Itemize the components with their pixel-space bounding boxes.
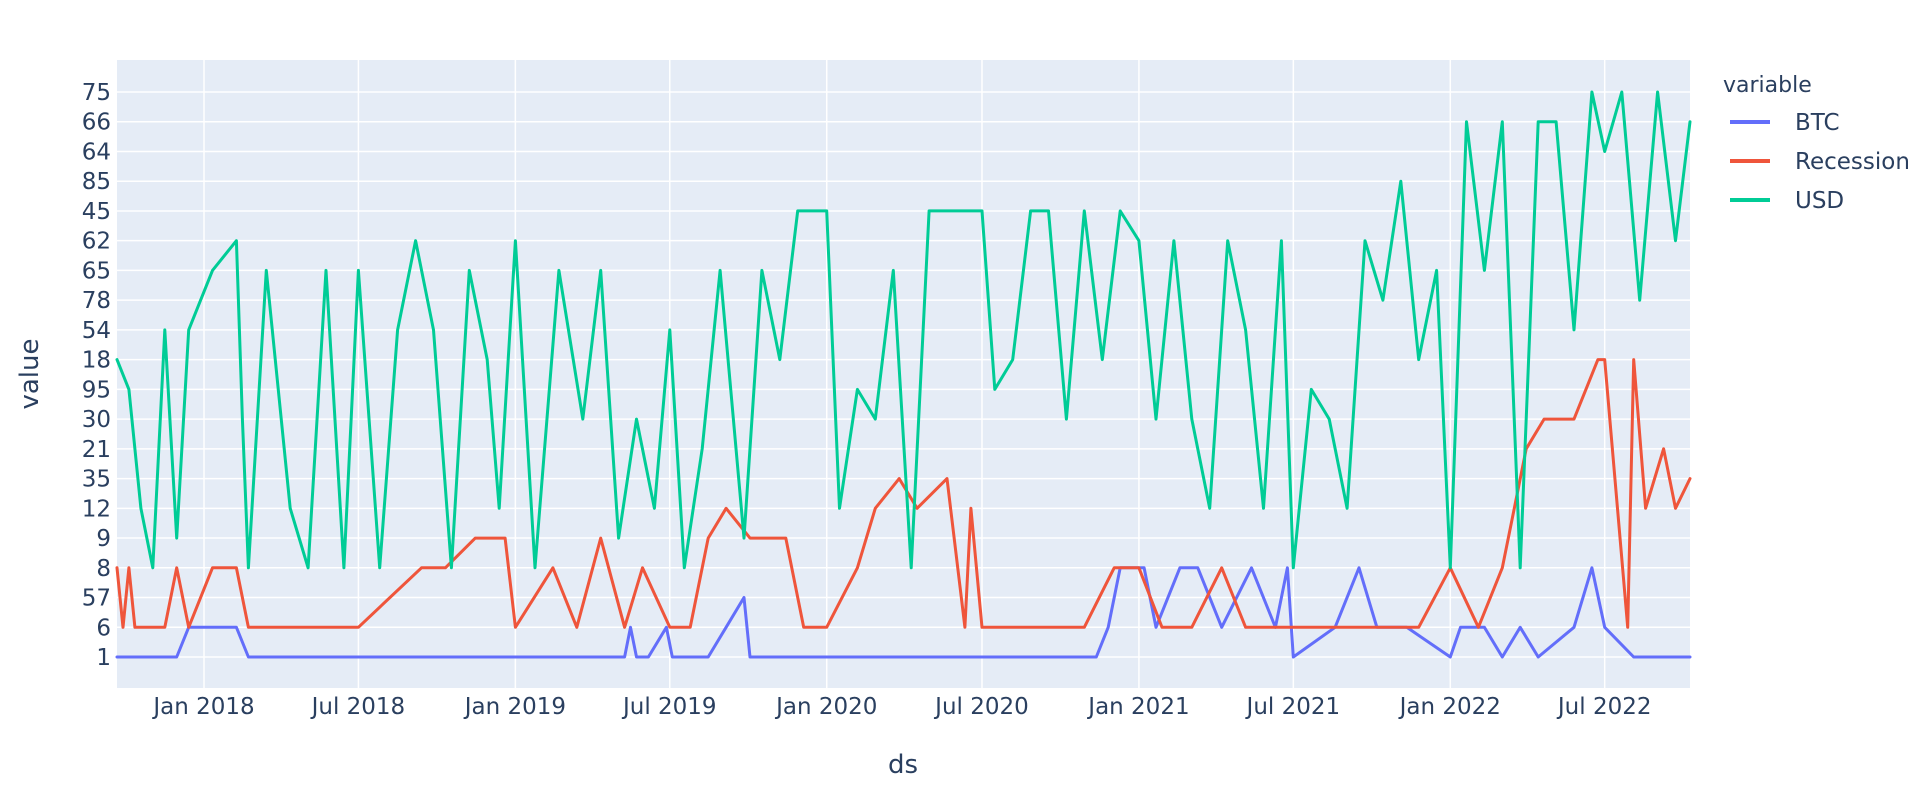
legend-label: BTC [1795, 110, 1840, 136]
y-tick-label: 18 [82, 348, 111, 374]
y-axis-title: value [15, 338, 45, 409]
y-tick-label: 78 [82, 288, 111, 314]
legend-item-recession[interactable]: Recession [1730, 149, 1910, 175]
y-tick-label: 8 [96, 556, 111, 582]
x-tick-label: Jul 2018 [310, 694, 406, 720]
y-tick-label: 1 [96, 645, 111, 671]
y-tick-label: 9 [96, 526, 111, 552]
legend-title: variable [1723, 73, 1812, 98]
y-tick-label: 12 [82, 496, 111, 522]
y-tick-label: 65 [82, 258, 111, 284]
legend-item-usd[interactable]: USD [1730, 188, 1844, 214]
series-line-usd [115, 90, 1692, 570]
x-tick-label: Jul 2020 [933, 694, 1029, 720]
y-tick-label: 54 [82, 318, 111, 344]
y-tick-label: 35 [82, 467, 111, 493]
y-tick-label: 62 [82, 229, 111, 255]
legend-label: USD [1795, 188, 1844, 214]
x-tick-label: Jan 2022 [1398, 694, 1501, 720]
y-tick-label: 95 [82, 377, 111, 403]
x-tick-label: Jan 2021 [1086, 694, 1189, 720]
y-tick-label: 64 [82, 139, 111, 165]
grid-lines [117, 60, 1690, 688]
x-tick-label: Jan 2018 [151, 694, 254, 720]
legend-label: Recession [1795, 149, 1910, 175]
series-line-btc [115, 566, 1692, 659]
y-tick-label: 45 [82, 199, 111, 225]
plot-background [117, 60, 1690, 688]
y-tick-label: 75 [82, 80, 111, 106]
y-tick-label: 57 [82, 586, 111, 612]
y-tick-label: 6 [96, 615, 111, 641]
x-tick-label: Jul 2021 [1245, 694, 1341, 720]
series-lines [115, 90, 1692, 659]
y-tick-label: 30 [82, 407, 111, 433]
x-tick-label: Jul 2019 [621, 694, 717, 720]
y-axis-tick-labels: 1 6 57 8 9 12 35 21 30 95 18 54 78 65 62 45 85 64 66 75 [82, 80, 111, 671]
y-tick-label: 66 [82, 110, 111, 136]
x-axis-tick-labels: Jan 2018 Jul 2018 Jan 2019 Jul 2019 Jan 2020… [151, 694, 1651, 720]
x-tick-label: Jan 2020 [774, 694, 877, 720]
x-tick-label: Jul 2022 [1556, 694, 1652, 720]
legend-item-btc[interactable]: BTC [1730, 110, 1840, 136]
y-tick-label: 21 [82, 437, 111, 463]
x-tick-label: Jan 2019 [463, 694, 566, 720]
x-axis-title: ds [888, 750, 918, 780]
y-tick-label: 85 [82, 169, 111, 195]
legend[interactable]: variable BTC Recession USD [1723, 73, 1910, 214]
